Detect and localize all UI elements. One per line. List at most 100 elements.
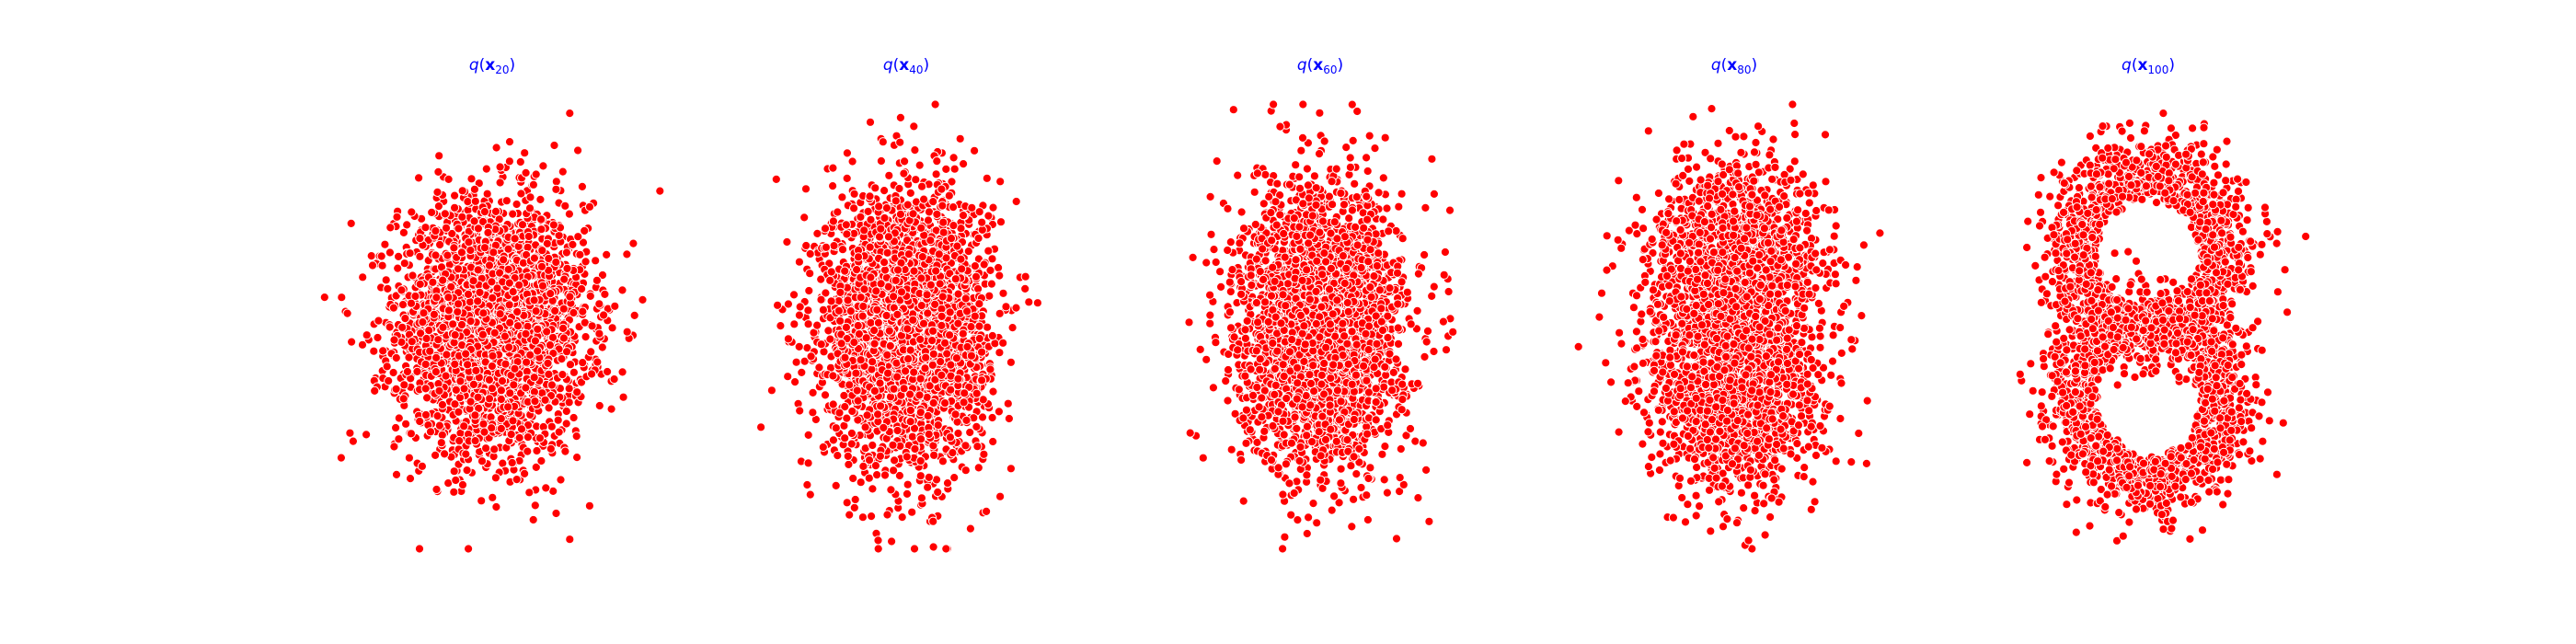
scatter-point	[431, 484, 442, 495]
scatter-point	[468, 379, 479, 389]
scatter-point	[536, 455, 546, 466]
scatter-point	[840, 433, 850, 443]
scatter-point	[806, 351, 816, 362]
scatter-point	[450, 359, 460, 369]
scatter-point	[437, 399, 447, 410]
scatter-point	[491, 143, 501, 153]
scatter-point	[405, 248, 415, 259]
scatter-panel-1: q(x20)	[319, 56, 665, 554]
scatter-point	[453, 264, 464, 274]
scatter-point	[382, 362, 392, 372]
scatter-point	[995, 348, 1005, 358]
scatter-point	[455, 376, 466, 386]
scatter-point	[551, 257, 561, 268]
scatter-point	[501, 196, 512, 206]
scatter-point	[454, 224, 464, 234]
scatter-point	[895, 112, 906, 123]
scatter-point	[488, 351, 498, 361]
scatter-point	[432, 187, 443, 197]
scatter-point	[481, 443, 491, 454]
scatter-point	[585, 291, 595, 301]
scatter-point	[420, 409, 431, 420]
scatter-point	[457, 479, 468, 490]
scatter-point	[558, 323, 569, 333]
scatter-point	[878, 137, 888, 147]
scatter-point	[393, 263, 403, 273]
scatter-point	[790, 377, 800, 387]
scatter-point	[897, 512, 907, 523]
scatter-point	[495, 309, 505, 319]
scatter-point	[900, 156, 910, 167]
scatter-point	[434, 420, 444, 431]
scatter-point	[451, 385, 461, 395]
scatter-point	[419, 308, 429, 318]
scatter-point	[438, 275, 448, 285]
scatter-point	[564, 209, 575, 219]
scatter-point	[366, 251, 376, 261]
scatter-point	[1024, 297, 1034, 307]
scatter-point	[529, 373, 539, 383]
scatter-point	[558, 167, 568, 177]
scatter-point	[443, 174, 454, 184]
scatter-point	[794, 341, 804, 351]
scatter-point	[561, 419, 571, 429]
scatter-point	[473, 265, 483, 275]
scatter-point	[504, 342, 514, 352]
scatter-point	[551, 184, 561, 194]
scatter-point	[369, 346, 379, 356]
scatter-point	[374, 316, 384, 326]
scatter-point	[546, 380, 558, 390]
scatter-point	[466, 245, 476, 256]
scatter-point	[586, 347, 596, 357]
scatter-point	[377, 260, 387, 270]
scatter-point	[903, 479, 913, 489]
scatter-point	[488, 492, 498, 502]
scatter-point	[561, 406, 571, 417]
scatter-point	[346, 218, 356, 228]
scatter-point	[425, 427, 436, 437]
scatter-point	[533, 346, 543, 356]
scatter-point	[941, 164, 951, 174]
scatter-point	[380, 239, 390, 249]
scatter-point	[509, 380, 519, 390]
scatter-point	[546, 289, 556, 299]
scatter-point	[417, 461, 427, 471]
scatter-point	[484, 374, 495, 385]
scatter-point	[837, 192, 847, 202]
scatter-point	[546, 443, 556, 454]
scatter-point	[535, 433, 546, 443]
scatter-point	[805, 248, 815, 259]
scatter-point	[470, 436, 480, 446]
scatter-point	[776, 321, 786, 331]
scatter-point	[385, 247, 395, 258]
scatter-point	[448, 319, 458, 329]
scatter-point	[428, 277, 438, 287]
scatter-point	[581, 332, 591, 342]
scatter-point	[803, 458, 813, 468]
scatter-point	[391, 352, 401, 363]
scatter-point	[408, 270, 418, 281]
scatter-point	[558, 333, 569, 343]
scatter-point	[453, 306, 463, 317]
scatter-point	[865, 117, 876, 127]
scatter-point	[603, 366, 613, 377]
scatter-point	[397, 285, 407, 295]
scatter-point	[491, 501, 501, 512]
scatter-point	[420, 359, 431, 370]
scatter-point	[469, 184, 480, 194]
scatter-point	[521, 167, 531, 178]
scatter-point	[391, 422, 401, 433]
scatter-point	[529, 295, 539, 305]
scatter-point	[466, 174, 477, 184]
scatter-point	[441, 223, 452, 233]
scatter-point	[362, 430, 372, 440]
scatter-point	[514, 280, 524, 290]
scatter-point	[584, 500, 595, 511]
scatter-point	[523, 242, 533, 252]
scatter-point	[607, 323, 617, 333]
scatter-point	[479, 243, 490, 253]
scatter-point	[848, 473, 858, 484]
scatter-point	[581, 257, 591, 267]
scatter-point	[808, 408, 818, 418]
scatter-point	[487, 361, 498, 372]
